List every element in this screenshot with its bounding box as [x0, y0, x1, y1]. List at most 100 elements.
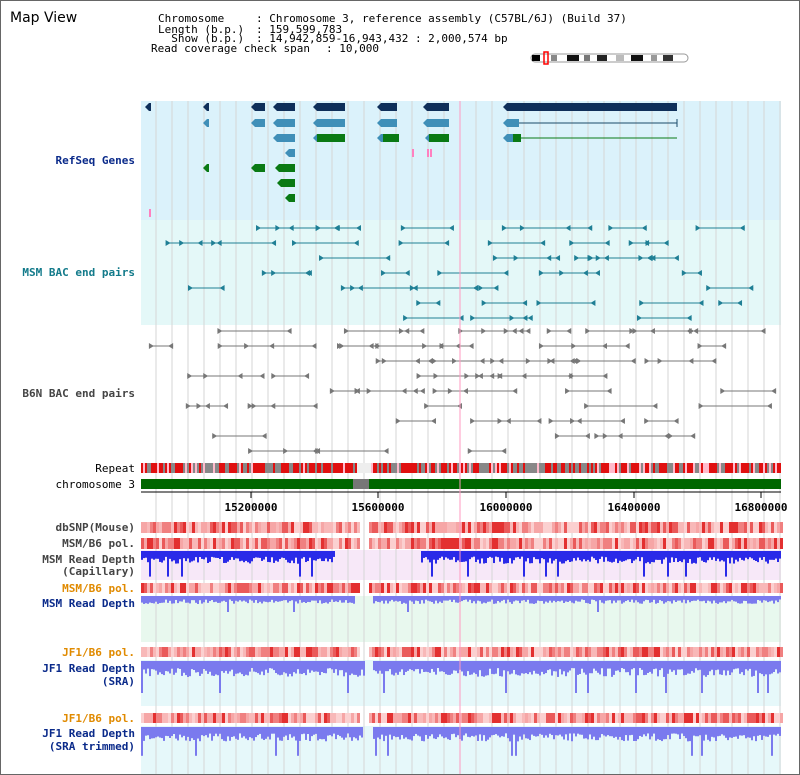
depth-bar — [375, 661, 377, 672]
depth-bar — [547, 661, 549, 671]
repeat-block — [245, 463, 247, 473]
depth-bar — [729, 661, 731, 676]
depth-bar — [689, 727, 691, 742]
repeat-block — [545, 463, 547, 473]
depth-bar — [521, 661, 523, 674]
repeat-block — [431, 463, 433, 473]
density-cell — [486, 647, 489, 657]
density-cell — [357, 538, 360, 549]
depth-bar — [207, 596, 209, 603]
depth-bar — [715, 551, 717, 561]
gene-feature — [430, 149, 432, 157]
density-cell — [456, 583, 459, 593]
density-cell — [573, 538, 576, 549]
depth-bar — [657, 596, 659, 603]
depth-bar — [465, 727, 467, 734]
density-cell — [303, 647, 306, 657]
density-cell — [297, 647, 300, 657]
density-cell — [603, 713, 606, 723]
density-cell — [591, 713, 594, 723]
density-cell — [141, 522, 144, 533]
depth-bar — [171, 596, 173, 604]
density-cell — [735, 647, 738, 657]
density-cell — [372, 522, 375, 533]
bac-end-marker — [639, 300, 645, 306]
depth-bar — [469, 661, 471, 675]
depth-bar — [689, 661, 691, 674]
depth-bar — [401, 661, 403, 670]
depth-bar — [381, 727, 383, 735]
depth-bar — [451, 661, 453, 674]
repeat-block — [551, 463, 553, 473]
depth-bar — [473, 727, 475, 737]
depth-bar — [313, 551, 315, 561]
repeat-block — [259, 463, 261, 473]
depth-bar — [707, 596, 709, 601]
depth-bar — [281, 551, 283, 558]
refseq-genes-track[interactable] — [145, 103, 678, 217]
depth-bar — [151, 596, 153, 604]
depth-bar — [493, 661, 495, 675]
depth-bar — [591, 551, 593, 557]
density-cell — [219, 647, 222, 657]
density-cell — [447, 647, 450, 657]
density-cell — [393, 583, 396, 593]
repeat-block — [769, 463, 771, 473]
density-cell — [588, 522, 591, 533]
depth-bar — [155, 551, 157, 559]
depth-bar — [341, 596, 343, 603]
depth-bar — [525, 551, 527, 562]
bac-end-marker — [505, 418, 511, 424]
density-cell — [324, 713, 327, 723]
depth-bar — [667, 727, 669, 736]
repeat-block — [759, 463, 761, 473]
chromosome-ideogram[interactable] — [530, 51, 689, 65]
density-cell — [687, 522, 690, 533]
depth-bar — [517, 661, 519, 676]
repeat-block — [563, 463, 565, 473]
msm-bac-track[interactable] — [165, 225, 754, 321]
b6n-bac-track[interactable] — [148, 328, 777, 454]
density-cell — [252, 713, 255, 723]
density-cell — [627, 522, 630, 533]
density-cell — [252, 538, 255, 549]
depth-bar — [273, 551, 275, 563]
ideogram-band — [551, 55, 557, 61]
density-cell — [528, 522, 531, 533]
depth-bar — [613, 727, 615, 738]
density-cell — [264, 647, 267, 657]
depth-bar — [729, 596, 731, 602]
bac-end-marker — [212, 433, 218, 439]
density-cell — [594, 583, 597, 593]
depth-bar — [657, 727, 659, 740]
density-cell — [744, 713, 747, 723]
repeat-block — [741, 463, 743, 473]
bac-end-marker — [467, 448, 473, 454]
density-cell — [537, 647, 540, 657]
repeat-block — [621, 463, 623, 473]
density-cell — [594, 647, 597, 657]
density-cell — [300, 583, 303, 593]
repeat-block — [173, 463, 175, 473]
depth-bar — [247, 596, 249, 604]
depth-bar — [439, 727, 441, 735]
depth-bar — [147, 551, 149, 563]
depth-bar — [337, 596, 339, 603]
depth-bar — [213, 596, 215, 603]
depth-bar — [577, 661, 579, 675]
depth-bar — [447, 551, 449, 559]
repeat-block — [547, 463, 549, 473]
density-cell — [273, 583, 276, 593]
density-cell — [489, 522, 492, 533]
gene-strand-arrow — [423, 103, 427, 111]
repeat-block — [405, 463, 407, 473]
depth-bar — [453, 551, 455, 558]
repeat-block — [269, 463, 271, 473]
density-cell — [687, 538, 690, 549]
repeat-block — [539, 463, 541, 473]
density-cell — [201, 522, 204, 533]
density-cell — [222, 583, 225, 593]
depth-bar — [523, 551, 525, 577]
msm-b6-pol-label: MSM/B6 pol. — [62, 537, 135, 550]
